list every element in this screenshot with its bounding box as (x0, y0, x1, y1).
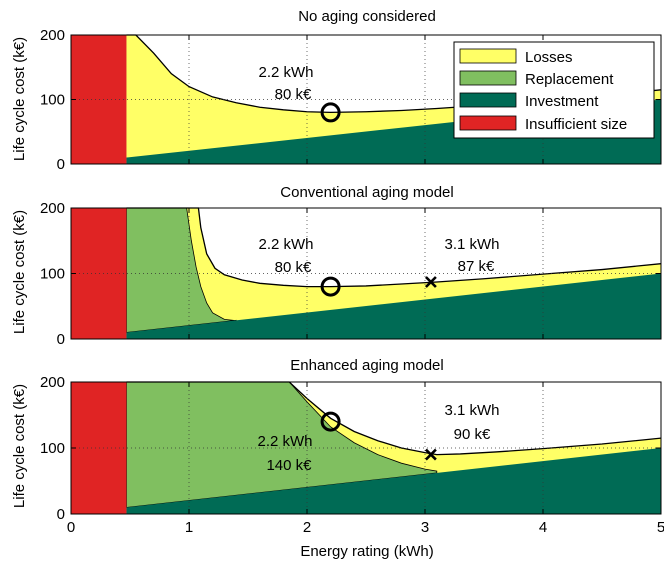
insufficient-size-area (71, 35, 127, 164)
y-axis-label: Life cycle cost (k€) (11, 210, 28, 334)
optimum-circle-marker (320, 276, 341, 297)
panel-enhanced-aging: Enhanced aging model Life cycle cost (k€… (11, 357, 664, 560)
annotation-energy: 2.2 kWh (258, 236, 313, 253)
axis-ticks (70, 381, 662, 515)
panel-title: Conventional aging model (280, 184, 453, 201)
investment-area (126, 448, 661, 514)
annotation-cost: 90 k€ (454, 426, 491, 443)
x-tick-label: 3 (421, 519, 429, 536)
x-axis-label: Energy rating (kWh) (300, 543, 433, 560)
annotation-energy: 3.1 kWh (444, 236, 499, 253)
annotation-cost: 140 k€ (266, 457, 312, 474)
legend: Losses Replacement Investment Insufficie… (453, 41, 655, 139)
y-tick-label: 200 (40, 374, 65, 391)
investment-area (126, 273, 661, 339)
annotation-cost: 87 k€ (458, 258, 495, 275)
legend-swatch-investment (459, 92, 517, 108)
x-tick-label: 2 (303, 519, 311, 536)
axis-ticks (70, 207, 662, 340)
optimum-circle-marker (320, 411, 341, 432)
legend-label-losses: Losses (525, 49, 573, 66)
y-tick-label: 200 (40, 27, 65, 44)
y-tick-label: 200 (40, 200, 65, 217)
legend-label-investment: Investment (525, 93, 599, 110)
y-tick-label: 0 (57, 506, 65, 523)
annotation-cost: 80 k€ (275, 259, 312, 276)
optimum-markers (320, 276, 437, 297)
legend-swatch-losses (459, 48, 517, 64)
legend-swatch-replacement (459, 70, 517, 86)
optimum-cross-marker (424, 448, 437, 461)
axis-ticks (70, 34, 662, 165)
legend-label-insufficient-size: Insufficient size (525, 116, 627, 133)
y-axis-label: Life cycle cost (k€) (11, 384, 28, 508)
total-cost-curve (126, 207, 662, 288)
y-axis-label: Life cycle cost (k€) (11, 37, 28, 161)
panel-conventional-aging: Conventional aging model Life cycle cost… (11, 184, 662, 348)
y-tick-label: 0 (57, 331, 65, 348)
areas-layer (71, 207, 662, 339)
annotation-energy: 3.1 kWh (444, 402, 499, 419)
y-tick-label: 0 (57, 156, 65, 173)
panel-no-aging: No aging considered Life cycle cost (k€)… (11, 8, 662, 173)
y-tick-label: 100 (40, 266, 65, 283)
panel-title: Enhanced aging model (290, 357, 443, 374)
annotation-energy: 2.2 kWh (257, 433, 312, 450)
optimum-markers (320, 411, 437, 461)
y-tick-label: 100 (40, 440, 65, 457)
y-tick-label: 100 (40, 92, 65, 109)
annotation-cost: 80 k€ (275, 86, 312, 103)
annotation-energy: 2.2 kWh (258, 64, 313, 81)
optimum-cross-marker (424, 276, 437, 288)
legend-label-replacement: Replacement (525, 71, 614, 88)
areas-layer (71, 381, 662, 514)
legend-swatch-insufficient-size (459, 115, 517, 131)
optimum-circle-marker (320, 102, 341, 123)
total-cost-curve (126, 381, 662, 456)
x-tick-label: 5 (657, 519, 664, 536)
insufficient-size-area (71, 382, 127, 514)
x-tick-label: 1 (185, 519, 193, 536)
insufficient-size-area (71, 208, 127, 339)
panel-title: No aging considered (298, 8, 436, 25)
x-tick-label: 0 (67, 519, 75, 536)
optimum-markers (320, 102, 341, 123)
x-tick-label: 4 (539, 519, 547, 536)
